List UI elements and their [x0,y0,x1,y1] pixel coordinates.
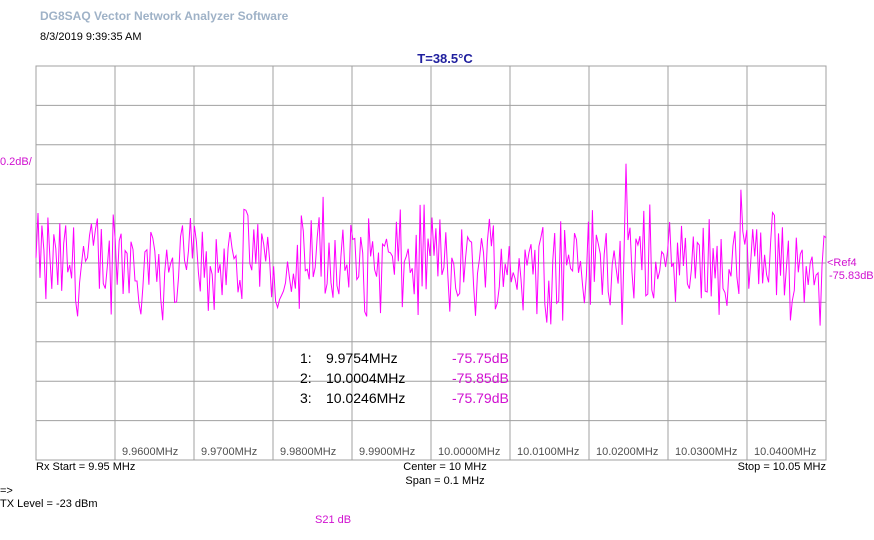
marker-value: -75.85dB [452,370,509,386]
x-tick-label: 9.9700MHz [201,446,257,458]
tx-level-label: TX Level = -23 dBm [0,498,98,510]
temperature-readout: T=38.5°C [417,51,473,66]
reference-marker: <Ref4 [827,257,857,269]
scale-label: 0.2dB/ [0,156,32,168]
stop-label: Stop = 10.05 MHz [737,461,826,473]
marker-value: -75.75dB [452,350,509,366]
x-tick-label: 10.0200MHz [596,446,658,458]
x-tick-label: 9.9900MHz [359,446,415,458]
x-tick-label: 9.9800MHz [280,446,336,458]
trace-name-label[interactable]: S21 dB [315,514,352,526]
x-tick-label: 10.0000MHz [438,446,500,458]
marker-frequency: 10.0246MHz [326,390,406,406]
marker-row: 2: 10.0004MHz -75.85dB [290,368,550,388]
app-title: DG8SAQ Vector Network Analyzer Software [40,9,289,23]
x-tick-label: 10.0100MHz [517,446,579,458]
marker-index: 3: [300,390,312,406]
marker-index: 2: [300,370,312,386]
marker-frequency: 9.9754MHz [326,350,398,366]
span-label: Span = 0.1 MHz [405,475,485,487]
timestamp: 8/3/2019 9:39:35 AM [40,31,142,43]
marker-row: 3: 10.0246MHz -75.79dB [290,388,550,408]
marker-table: 1: 9.9754MHz -75.75dB 2: 10.0004MHz -75.… [290,348,550,408]
command-prompt[interactable]: => [0,485,13,497]
s21-trace [35,163,827,326]
x-tick-label: 10.0300MHz [675,446,737,458]
rx-start-label: Rx Start = 9.95 MHz [36,461,136,473]
reference-value: -75.83dB [829,270,874,282]
marker-value: -75.79dB [452,390,509,406]
marker-row: 1: 9.9754MHz -75.75dB [290,348,550,368]
x-tick-labels: 9.9600MHz 9.9700MHz 9.9800MHz 9.9900MHz 10.0… [122,446,816,458]
marker-index: 1: [300,350,312,366]
x-tick-label: 9.9600MHz [122,446,178,458]
x-tick-label: 10.0400MHz [754,446,816,458]
center-label: Center = 10 MHz [403,461,487,473]
marker-frequency: 10.0004MHz [326,370,406,386]
